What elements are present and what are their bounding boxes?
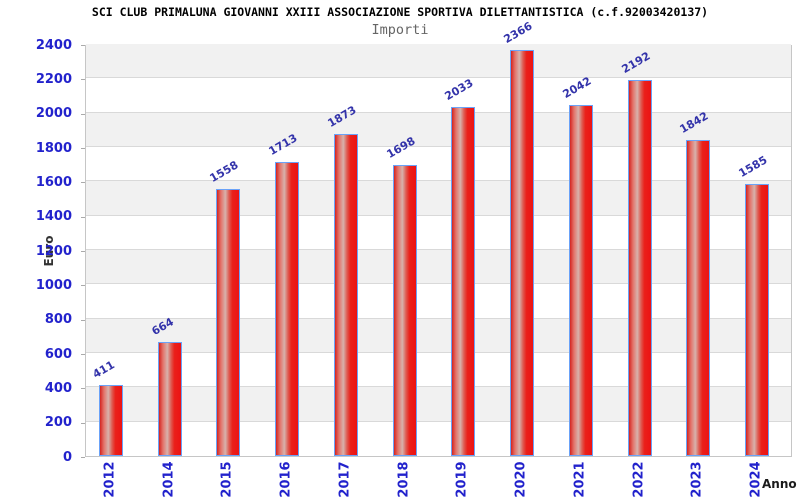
plot-band bbox=[86, 353, 791, 388]
y-tick-mark bbox=[81, 285, 85, 287]
y-tick-mark bbox=[81, 216, 85, 218]
gridline bbox=[86, 249, 791, 250]
gridline bbox=[86, 111, 791, 113]
gridline bbox=[86, 146, 791, 147]
gridline bbox=[86, 386, 791, 388]
x-tick-label: 2023 bbox=[689, 461, 705, 498]
plot-band bbox=[86, 284, 791, 319]
x-axis-title: Anno bbox=[762, 477, 797, 491]
gridline bbox=[86, 317, 791, 319]
chart-subtitle: Importi bbox=[371, 22, 429, 38]
bar-2019 bbox=[451, 107, 476, 456]
bar-2018 bbox=[392, 164, 417, 456]
bar-2021 bbox=[568, 105, 593, 456]
chart-title: SCI CLUB PRIMALUNA GIOVANNI XXIII ASSOCI… bbox=[91, 5, 709, 19]
plot-area: 411 664 1558 1713 1873 1698 2033 2366 2042 2192 18… bbox=[85, 19, 792, 457]
x-tick-label: 2019 bbox=[454, 461, 470, 498]
x-tick-label: 2012 bbox=[102, 461, 118, 498]
y-tick-label: 200 bbox=[44, 415, 72, 431]
x-tick-label: 2021 bbox=[572, 461, 588, 498]
gridline bbox=[86, 77, 791, 79]
plot-band bbox=[86, 181, 791, 216]
y-tick-label: 600 bbox=[44, 346, 72, 362]
plot-band bbox=[86, 215, 791, 250]
bar-2020 bbox=[510, 49, 535, 456]
plot-band bbox=[86, 250, 791, 285]
x-tick-label: 2020 bbox=[513, 461, 529, 498]
bar-2014 bbox=[157, 342, 182, 456]
bar-2017 bbox=[333, 134, 358, 456]
x-tick-label: 2014 bbox=[161, 461, 177, 498]
plot-band bbox=[86, 318, 791, 353]
x-tick-label: 2017 bbox=[337, 461, 353, 498]
gridline bbox=[86, 352, 791, 353]
y-tick-label: 1200 bbox=[35, 243, 72, 259]
bar-2012 bbox=[99, 385, 123, 456]
x-tick-label: 2024 bbox=[748, 461, 764, 498]
y-tick-label: 0 bbox=[62, 449, 72, 465]
plot-band bbox=[86, 421, 791, 456]
y-tick-label: 1800 bbox=[35, 140, 72, 156]
y-tick-mark bbox=[81, 457, 85, 458]
y-tick-label: 800 bbox=[44, 312, 72, 328]
y-tick-mark bbox=[81, 148, 85, 149]
y-tick-label: 2000 bbox=[35, 106, 72, 122]
y-tick-mark bbox=[81, 388, 85, 390]
plot-band bbox=[86, 147, 791, 182]
bar-2023 bbox=[686, 139, 711, 456]
bar-2024 bbox=[745, 183, 769, 456]
x-tick-label: 2015 bbox=[219, 461, 235, 498]
y-tick-label: 1400 bbox=[35, 209, 72, 225]
bar-2016 bbox=[275, 161, 300, 456]
y-tick-mark bbox=[81, 422, 85, 424]
y-tick-label: 2200 bbox=[35, 71, 72, 87]
bar-2022 bbox=[627, 79, 652, 456]
y-tick-mark bbox=[81, 251, 85, 252]
y-tick-label: 1600 bbox=[35, 174, 72, 190]
y-tick-mark bbox=[81, 45, 85, 46]
gridline bbox=[86, 180, 791, 182]
y-tick-label: 1000 bbox=[35, 277, 72, 293]
plot-band bbox=[86, 78, 791, 113]
plot-band bbox=[86, 112, 791, 147]
y-tick-mark bbox=[81, 319, 85, 321]
y-tick-label: 2400 bbox=[35, 37, 72, 53]
bar-2015 bbox=[216, 188, 241, 456]
plot-band bbox=[86, 44, 791, 79]
x-tick-label: 2018 bbox=[396, 461, 412, 498]
gridline bbox=[86, 420, 791, 422]
gridline bbox=[86, 214, 791, 216]
y-tick-label: 400 bbox=[44, 380, 72, 396]
y-tick-mark bbox=[81, 113, 85, 115]
x-tick-label: 2016 bbox=[278, 461, 294, 498]
y-tick-mark bbox=[81, 354, 85, 355]
y-tick-mark bbox=[81, 182, 85, 184]
y-tick-mark bbox=[81, 79, 85, 81]
plot-band bbox=[86, 387, 791, 422]
gridline bbox=[86, 283, 791, 285]
x-tick-label: 2022 bbox=[631, 461, 647, 498]
